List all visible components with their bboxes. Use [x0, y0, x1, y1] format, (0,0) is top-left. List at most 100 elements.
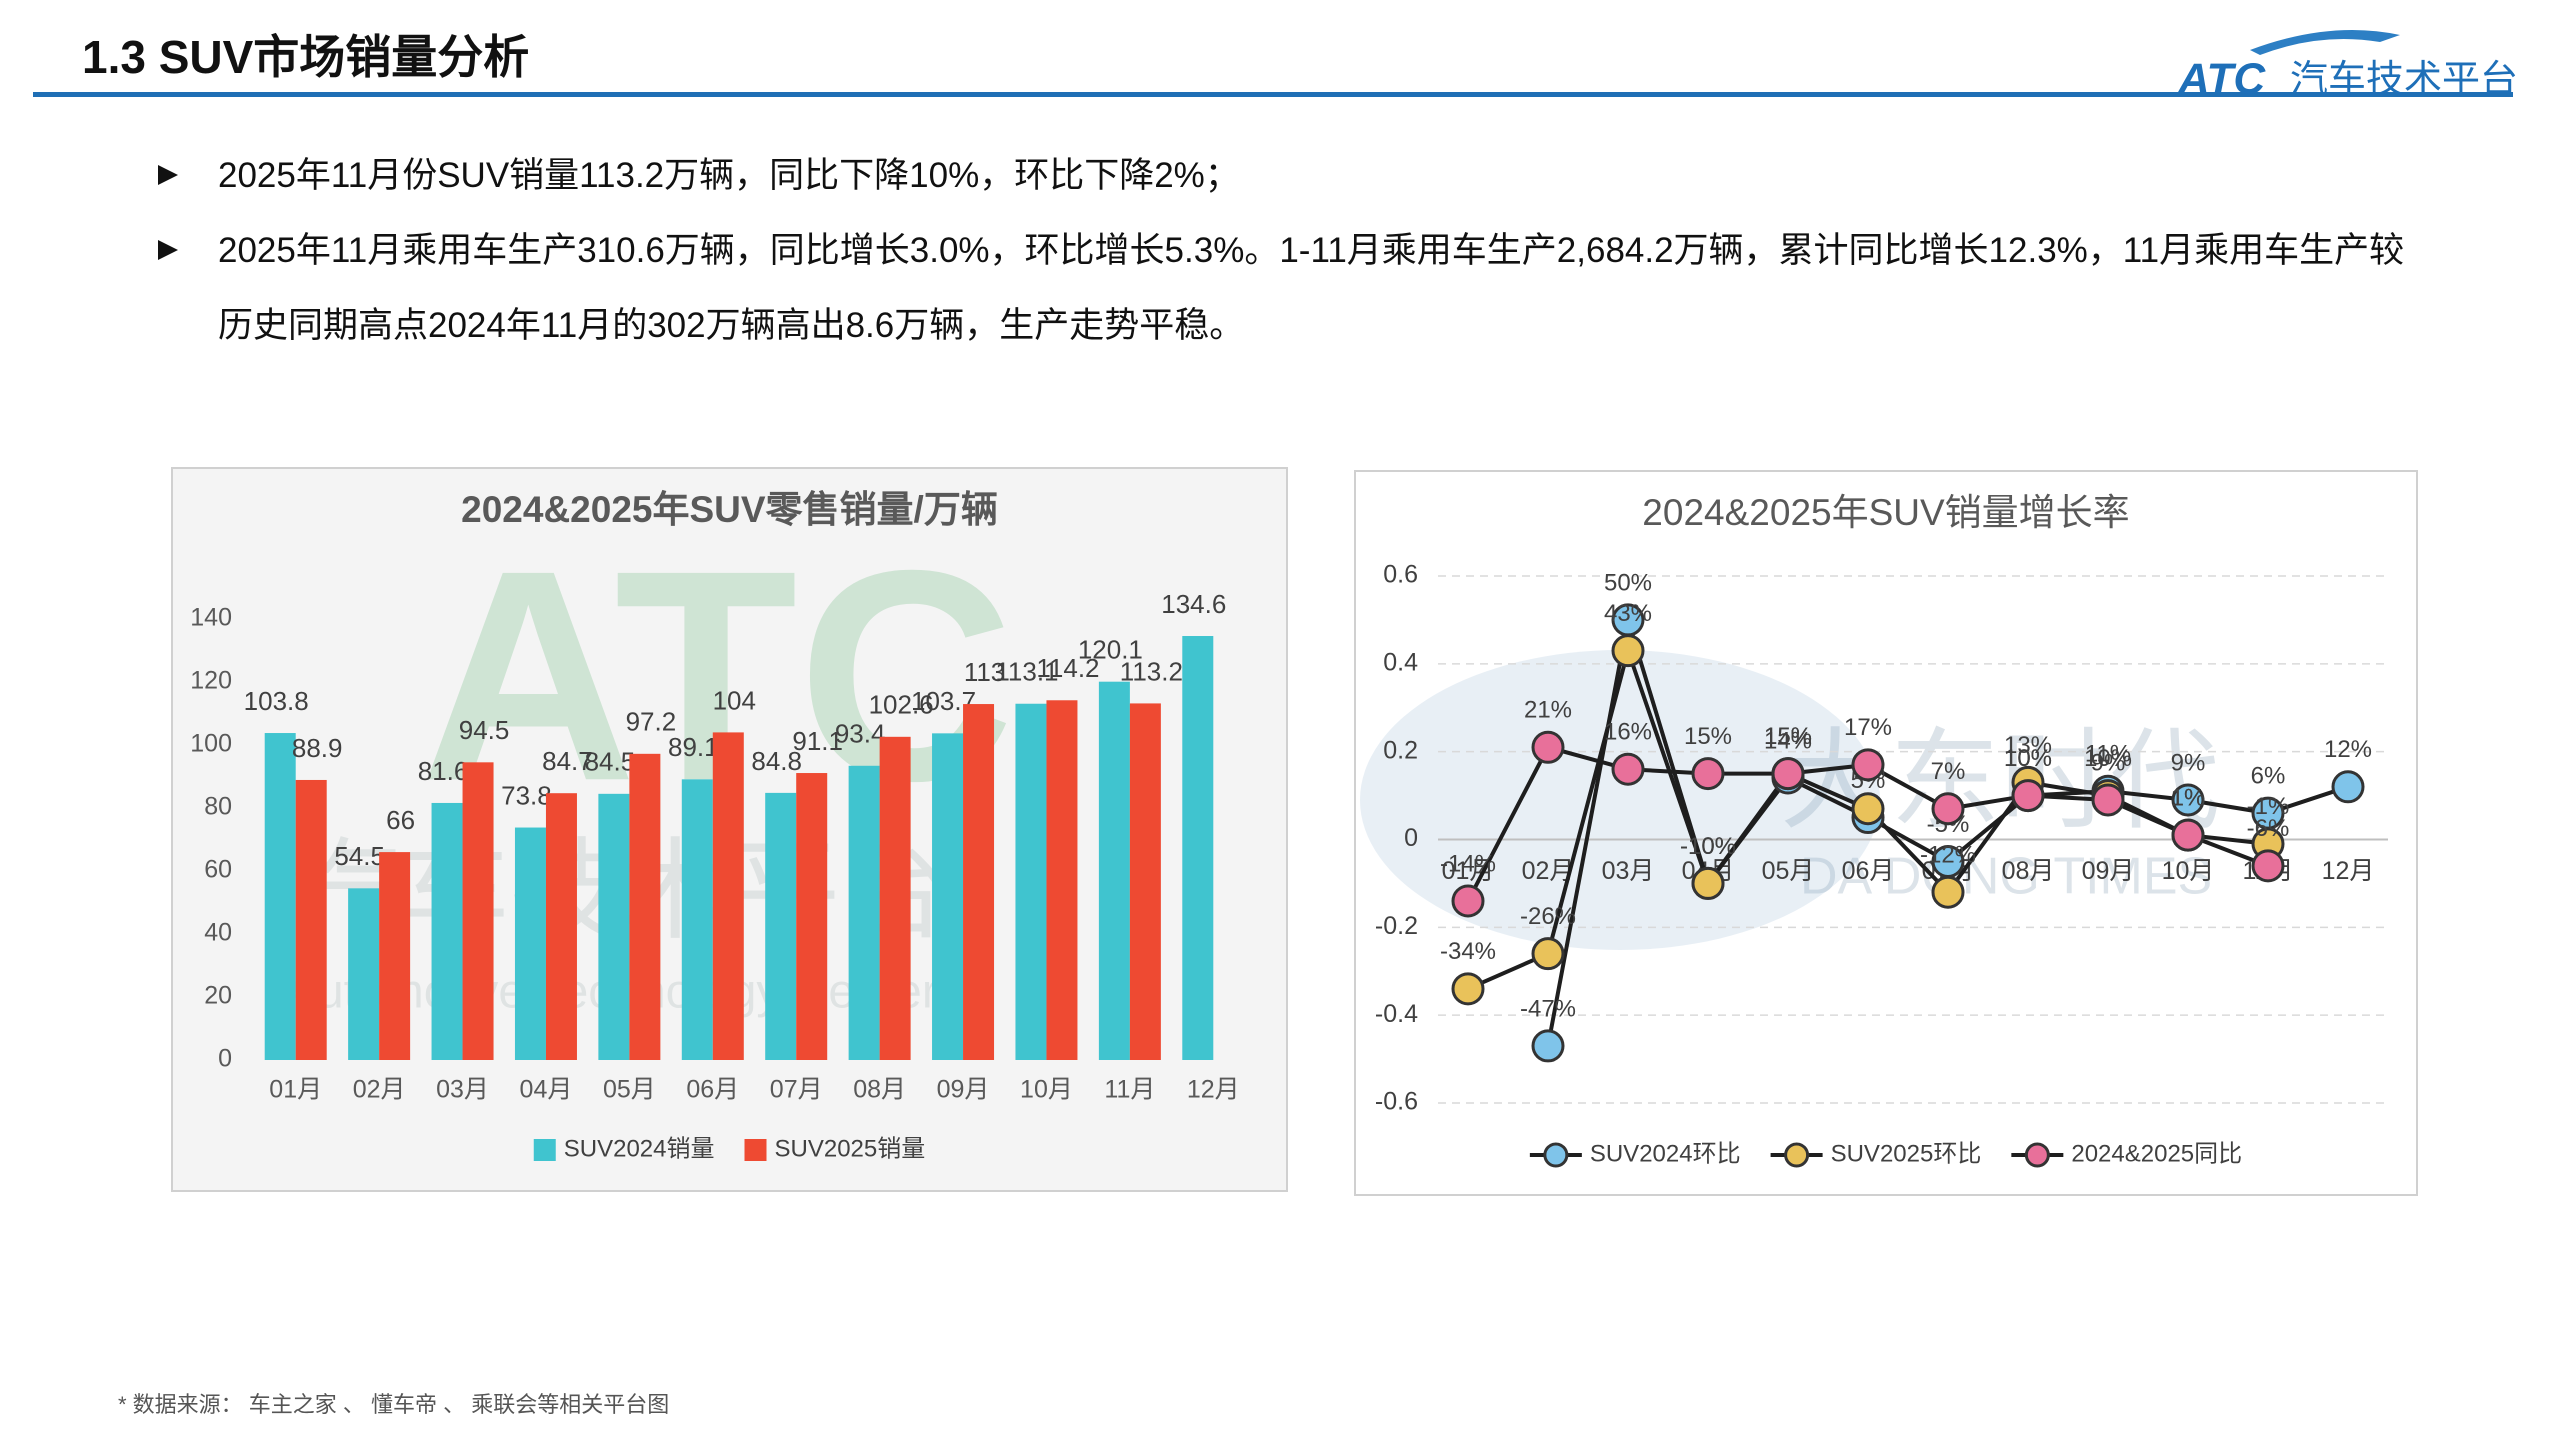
bar — [932, 733, 964, 1060]
data-label: 9% — [2091, 749, 2126, 776]
x-tick-label: 07月 — [770, 1076, 823, 1104]
header-rule — [33, 92, 2513, 97]
data-label: 102.6 — [869, 690, 934, 720]
y-tick-label: 0.6 — [1383, 561, 1418, 589]
legend-label: SUV2025销量 — [775, 1135, 926, 1162]
y-tick-label: 100 — [190, 730, 232, 758]
point — [1851, 748, 1885, 782]
data-label: 43% — [1604, 600, 1652, 627]
data-label: -14% — [1440, 850, 1496, 877]
bar — [629, 753, 661, 1060]
x-tick-label: 06月 — [1842, 857, 1895, 885]
data-label: 84.7 — [542, 746, 593, 776]
data-label: 11% — [2085, 741, 2131, 768]
bar — [379, 852, 411, 1060]
chart-panel — [1354, 470, 2418, 1196]
legend-swatch — [744, 1139, 767, 1161]
point — [1611, 634, 1645, 668]
data-label: 14% — [1764, 727, 1812, 754]
x-tick-label: 08月 — [853, 1076, 906, 1104]
data-label: 10% — [2084, 745, 2132, 772]
data-label: 93.4 — [835, 719, 886, 749]
logo-text: 汽车技术平台 — [2290, 59, 2518, 101]
chart-title: 2024&2025年SUV销量增长率 — [1642, 492, 2129, 533]
bar — [796, 773, 828, 1060]
data-label: 9% — [2171, 749, 2206, 776]
x-tick-label: 05月 — [1762, 857, 1815, 885]
point — [1851, 792, 1885, 826]
x-tick-label: 10月 — [1020, 1076, 1073, 1104]
y-tick-label: 80 — [204, 793, 232, 821]
point — [1451, 884, 1485, 918]
x-tick-label: 08月 — [2002, 857, 2055, 885]
legend-marker — [1543, 1142, 1569, 1168]
bar — [963, 704, 995, 1060]
data-label: 84.5 — [585, 747, 636, 777]
data-label: 84.8 — [751, 746, 802, 776]
y-tick-label: 120 — [190, 667, 232, 695]
data-label: 54.5 — [334, 841, 385, 871]
y-tick-label: 60 — [204, 856, 232, 884]
bar — [1129, 703, 1161, 1060]
data-label: 13% — [2004, 732, 2052, 759]
x-tick-label: 12月 — [1187, 1076, 1240, 1104]
data-label: 15% — [1764, 723, 1812, 750]
y-tick-label: 0 — [1404, 824, 1418, 852]
watermark-shape — [1360, 650, 1880, 950]
data-label: -6% — [2247, 815, 2290, 842]
point — [1691, 757, 1725, 791]
legend-marker — [1784, 1142, 1810, 1168]
legend-label: SUV2025环比 — [1831, 1140, 1982, 1167]
data-label: 10% — [2004, 745, 2052, 772]
point — [1531, 730, 1565, 764]
x-tick-label: 03月 — [1602, 857, 1655, 885]
point — [2171, 818, 2205, 852]
x-tick-label: 04月 — [520, 1076, 573, 1104]
bar — [514, 827, 546, 1060]
bar — [1182, 636, 1214, 1060]
data-label: -10% — [1680, 833, 1736, 860]
bar — [1046, 700, 1078, 1060]
bullet: 2025年11月份SUV销量113.2万辆，同比下降10%，环比下降2%； — [150, 138, 2430, 213]
point — [2251, 849, 2285, 883]
y-tick-label: 0 — [218, 1045, 232, 1073]
bar — [264, 733, 296, 1060]
data-label: 12% — [2324, 736, 2372, 763]
legend-label: SUV2024销量 — [564, 1135, 715, 1162]
data-label: 15% — [1764, 723, 1812, 750]
point — [2011, 779, 2045, 813]
data-label: 104 — [713, 685, 756, 715]
bar — [848, 765, 880, 1060]
bullet-list: 2025年11月份SUV销量113.2万辆，同比下降10%，环比下降2%； 20… — [150, 138, 2430, 363]
data-label: 134.6 — [1161, 589, 1226, 619]
bar — [462, 762, 494, 1060]
data-label: -1% — [2247, 793, 2290, 820]
data-label: 120.1 — [1078, 635, 1143, 665]
point — [1531, 937, 1565, 971]
x-tick-label: 10月 — [2162, 857, 2215, 885]
bar — [598, 793, 630, 1060]
x-tick-label: 09月 — [2082, 857, 2135, 885]
logo-swoosh — [2250, 30, 2400, 55]
point — [2331, 770, 2365, 804]
bar — [879, 736, 911, 1060]
data-label: 113 — [964, 657, 1005, 687]
data-label: 113.1 — [995, 657, 1058, 687]
data-label: 7% — [1931, 758, 1966, 785]
data-label: -34% — [1440, 938, 1496, 965]
bar — [295, 779, 327, 1060]
data-label: 6% — [2251, 762, 2286, 789]
bar — [545, 793, 577, 1060]
data-label: 73.8 — [501, 780, 552, 810]
bullet: 2025年11月乘用车生产310.6万辆，同比增长3.0%，环比增长5.3%。1… — [150, 213, 2430, 363]
watermark: DA DONG TIMES — [1800, 848, 2212, 906]
data-label: 103.8 — [244, 686, 309, 716]
data-label: 97.2 — [626, 707, 677, 737]
x-tick-label: 03月 — [436, 1076, 489, 1104]
point — [1931, 792, 1965, 826]
bar — [1015, 703, 1047, 1060]
data-label: -12% — [1920, 842, 1976, 869]
legend-label: SUV2024环比 — [1590, 1140, 1741, 1167]
y-tick-label: -0.2 — [1375, 912, 1418, 940]
